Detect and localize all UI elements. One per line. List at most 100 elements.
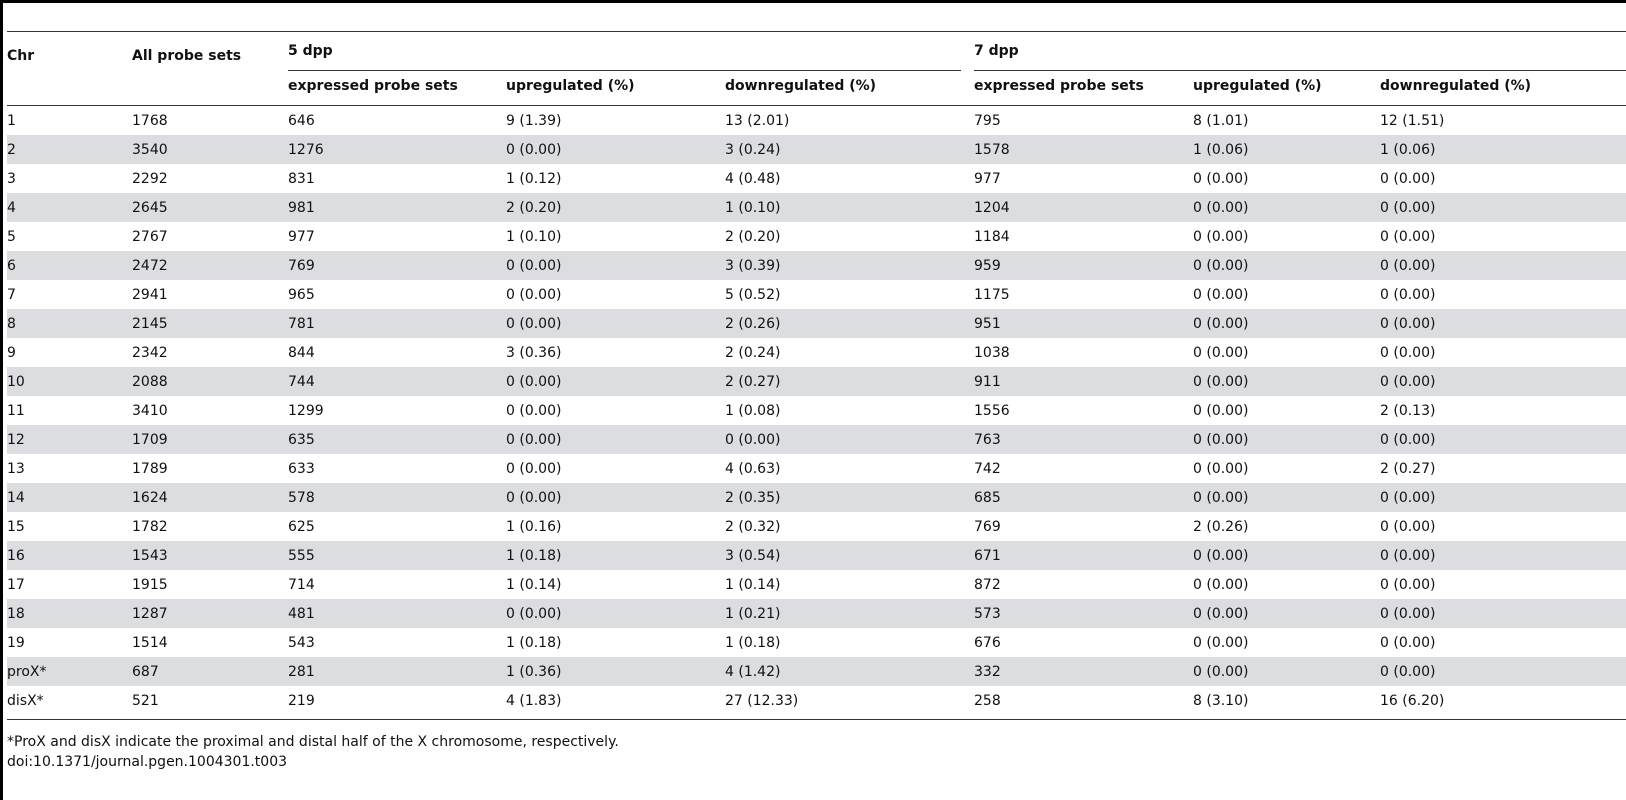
cell-all-probe-sets: 1709 xyxy=(132,432,168,448)
cell-all-probe-sets: 1768 xyxy=(132,113,168,129)
cell-7dpp-expressed: 1556 xyxy=(974,403,1010,419)
cell-5dpp-up: 1 (0.14) xyxy=(506,577,562,593)
header-chr: Chr xyxy=(7,48,35,64)
row-stripe xyxy=(7,251,1626,280)
cell-5dpp-down: 3 (0.54) xyxy=(725,548,781,564)
cell-7dpp-down: 1 (0.06) xyxy=(1380,142,1436,158)
cell-5dpp-down: 3 (0.39) xyxy=(725,258,781,274)
cell-7dpp-up: 0 (0.00) xyxy=(1193,258,1249,274)
cell-7dpp-down: 0 (0.00) xyxy=(1380,229,1436,245)
cell-7dpp-down: 0 (0.00) xyxy=(1380,577,1436,593)
cell-all-probe-sets: 1514 xyxy=(132,635,168,651)
cell-5dpp-up: 1 (0.36) xyxy=(506,664,562,680)
cell-7dpp-expressed: 573 xyxy=(974,606,1001,622)
cell-5dpp-up: 1 (0.12) xyxy=(506,171,562,187)
cell-chr: 8 xyxy=(7,316,16,332)
cell-chr: 5 xyxy=(7,229,16,245)
cell-5dpp-expressed: 1276 xyxy=(288,142,324,158)
header-5dpp-expressed: expressed probe sets xyxy=(288,78,458,94)
cell-5dpp-down: 2 (0.27) xyxy=(725,374,781,390)
cell-5dpp-up: 9 (1.39) xyxy=(506,113,562,129)
cell-7dpp-expressed: 1184 xyxy=(974,229,1010,245)
cell-5dpp-expressed: 965 xyxy=(288,287,315,303)
cell-7dpp-down: 0 (0.00) xyxy=(1380,171,1436,187)
cell-5dpp-up: 0 (0.00) xyxy=(506,258,562,274)
cell-7dpp-up: 0 (0.00) xyxy=(1193,664,1249,680)
cell-5dpp-expressed: 543 xyxy=(288,635,315,651)
cell-7dpp-up: 0 (0.00) xyxy=(1193,287,1249,303)
cell-5dpp-up: 0 (0.00) xyxy=(506,606,562,622)
cell-5dpp-up: 0 (0.00) xyxy=(506,142,562,158)
table-top-rule xyxy=(7,31,1626,32)
header-all-probe-sets: All probe sets xyxy=(132,48,242,64)
cell-chr: 1 xyxy=(7,113,16,129)
cell-chr: 7 xyxy=(7,287,16,303)
cell-7dpp-expressed: 911 xyxy=(974,374,1001,390)
cell-7dpp-up: 1 (0.06) xyxy=(1193,142,1249,158)
cell-5dpp-expressed: 769 xyxy=(288,258,315,274)
row-stripe xyxy=(7,541,1626,570)
cell-5dpp-down: 1 (0.10) xyxy=(725,200,781,216)
cell-chr: disX* xyxy=(7,693,44,709)
cell-5dpp-expressed: 744 xyxy=(288,374,315,390)
cell-all-probe-sets: 1782 xyxy=(132,519,168,535)
cell-7dpp-up: 0 (0.00) xyxy=(1193,171,1249,187)
cell-all-probe-sets: 1624 xyxy=(132,490,168,506)
cell-7dpp-down: 0 (0.00) xyxy=(1380,635,1436,651)
cell-7dpp-expressed: 685 xyxy=(974,490,1001,506)
cell-5dpp-down: 1 (0.08) xyxy=(725,403,781,419)
page-left-rule xyxy=(0,0,3,800)
cell-5dpp-expressed: 578 xyxy=(288,490,315,506)
cell-5dpp-up: 0 (0.00) xyxy=(506,316,562,332)
cell-5dpp-up: 0 (0.00) xyxy=(506,403,562,419)
header-7dpp: 7 dpp xyxy=(974,43,1019,59)
cell-7dpp-up: 0 (0.00) xyxy=(1193,316,1249,332)
cell-7dpp-expressed: 1578 xyxy=(974,142,1010,158)
cell-all-probe-sets: 521 xyxy=(132,693,159,709)
cell-5dpp-expressed: 981 xyxy=(288,200,315,216)
row-stripe xyxy=(7,193,1626,222)
cell-5dpp-up: 1 (0.10) xyxy=(506,229,562,245)
cell-5dpp-down: 4 (0.63) xyxy=(725,461,781,477)
cell-7dpp-expressed: 258 xyxy=(974,693,1001,709)
cell-5dpp-up: 0 (0.00) xyxy=(506,490,562,506)
cell-5dpp-up: 1 (0.18) xyxy=(506,635,562,651)
row-stripe xyxy=(7,425,1626,454)
header-7dpp-down: downregulated (%) xyxy=(1380,78,1532,94)
cell-7dpp-down: 0 (0.00) xyxy=(1380,664,1436,680)
cell-chr: 11 xyxy=(7,403,25,419)
cell-7dpp-expressed: 671 xyxy=(974,548,1001,564)
cell-7dpp-down: 0 (0.00) xyxy=(1380,258,1436,274)
cell-7dpp-expressed: 769 xyxy=(974,519,1001,535)
cell-5dpp-expressed: 481 xyxy=(288,606,315,622)
header-bottom-rule xyxy=(7,105,1626,106)
cell-7dpp-down: 0 (0.00) xyxy=(1380,316,1436,332)
cell-chr: 4 xyxy=(7,200,16,216)
cell-all-probe-sets: 2292 xyxy=(132,171,168,187)
cell-all-probe-sets: 2767 xyxy=(132,229,168,245)
cell-chr: 9 xyxy=(7,345,16,361)
cell-7dpp-up: 2 (0.26) xyxy=(1193,519,1249,535)
cell-5dpp-expressed: 831 xyxy=(288,171,315,187)
cell-7dpp-expressed: 1038 xyxy=(974,345,1010,361)
cell-7dpp-up: 0 (0.00) xyxy=(1193,606,1249,622)
cell-chr: proX* xyxy=(7,664,47,680)
cell-5dpp-down: 2 (0.20) xyxy=(725,229,781,245)
cell-5dpp-expressed: 633 xyxy=(288,461,315,477)
cell-5dpp-up: 0 (0.00) xyxy=(506,287,562,303)
cell-5dpp-up: 0 (0.00) xyxy=(506,461,562,477)
cell-7dpp-expressed: 1204 xyxy=(974,200,1010,216)
cell-5dpp-down: 2 (0.26) xyxy=(725,316,781,332)
cell-5dpp-expressed: 714 xyxy=(288,577,315,593)
cell-5dpp-down: 27 (12.33) xyxy=(725,693,799,709)
cell-all-probe-sets: 1543 xyxy=(132,548,168,564)
group-5dpp-rule xyxy=(288,70,961,71)
cell-5dpp-down: 1 (0.21) xyxy=(725,606,781,622)
cell-5dpp-expressed: 219 xyxy=(288,693,315,709)
cell-7dpp-down: 0 (0.00) xyxy=(1380,519,1436,535)
cell-5dpp-expressed: 646 xyxy=(288,113,315,129)
cell-chr: 2 xyxy=(7,142,16,158)
cell-5dpp-up: 0 (0.00) xyxy=(506,374,562,390)
cell-5dpp-down: 1 (0.14) xyxy=(725,577,781,593)
row-stripe xyxy=(7,657,1626,686)
